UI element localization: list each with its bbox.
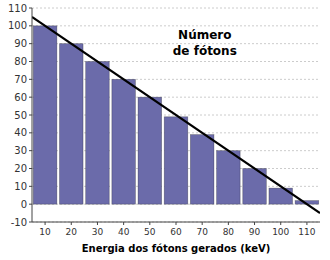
y-grid: [32, 8, 320, 222]
x-tick-label: 40: [118, 227, 130, 237]
x-tick: [280, 222, 281, 225]
y-tick-label: 70: [14, 74, 27, 85]
bar: [217, 151, 241, 205]
title: Número de fótons: [173, 28, 237, 58]
y-tick-label: 80: [14, 56, 27, 67]
bar: [164, 117, 188, 204]
bar: [112, 79, 136, 204]
x-tick: [254, 222, 255, 225]
x-tick: [202, 222, 203, 225]
x-tick-label: 80: [223, 227, 235, 237]
chart-container: -10 0 10 20 30 40 50 60 70 80 90 100 110 10 20 30 40 50 60…: [0, 0, 330, 260]
x-tick: [71, 222, 72, 225]
y-tick-label: 0: [21, 199, 27, 210]
grid-line: [32, 25, 320, 26]
marks: [32, 17, 320, 213]
y-tick-label: 20: [14, 163, 27, 174]
y-tick-label: 50: [14, 110, 27, 121]
bar: [33, 26, 57, 204]
bar: [269, 188, 293, 204]
x-tick: [228, 222, 229, 225]
bar: [138, 97, 162, 204]
y-tick-label: 60: [14, 92, 27, 103]
y-tick-label: 100: [8, 20, 27, 31]
x-tick: [123, 222, 124, 225]
x-label: Energia dos fótons gerados (keV): [82, 243, 271, 254]
y-tick-label: 90: [14, 38, 27, 49]
x-tick-label: 20: [66, 227, 78, 237]
grid-line: [32, 8, 320, 9]
y-tick-label: -10: [11, 217, 27, 228]
x-tick-label: 60: [170, 227, 182, 237]
x-tick-label: 110: [298, 227, 315, 237]
bar: [86, 62, 110, 205]
y-axis: [32, 8, 33, 222]
title-line: de fótons: [173, 44, 237, 58]
x-tick-label: 100: [272, 227, 289, 237]
x-tick-label: 10: [39, 227, 51, 237]
y-tick-label: 110: [8, 3, 27, 14]
chart: -10 0 10 20 30 40 50 60 70 80 90 100 110 10 20 30 40 50 60…: [0, 0, 330, 260]
bar: [59, 44, 83, 205]
x-tick-label: 50: [144, 227, 156, 237]
y-tick-label: 40: [14, 127, 27, 138]
title-line: Número: [178, 28, 231, 42]
x-tick: [176, 222, 177, 225]
x-tick: [97, 222, 98, 225]
x-tick: [149, 222, 150, 225]
line: [32, 17, 320, 213]
x-tick-label: 90: [249, 227, 261, 237]
bar: [190, 135, 214, 205]
x-tick: [306, 222, 307, 225]
y-tick-label: 10: [14, 181, 27, 192]
y-tick-label: 30: [14, 145, 27, 156]
x-tick-label: 70: [196, 227, 208, 237]
x-tick-label: 30: [92, 227, 104, 237]
x-tick: [45, 222, 46, 225]
